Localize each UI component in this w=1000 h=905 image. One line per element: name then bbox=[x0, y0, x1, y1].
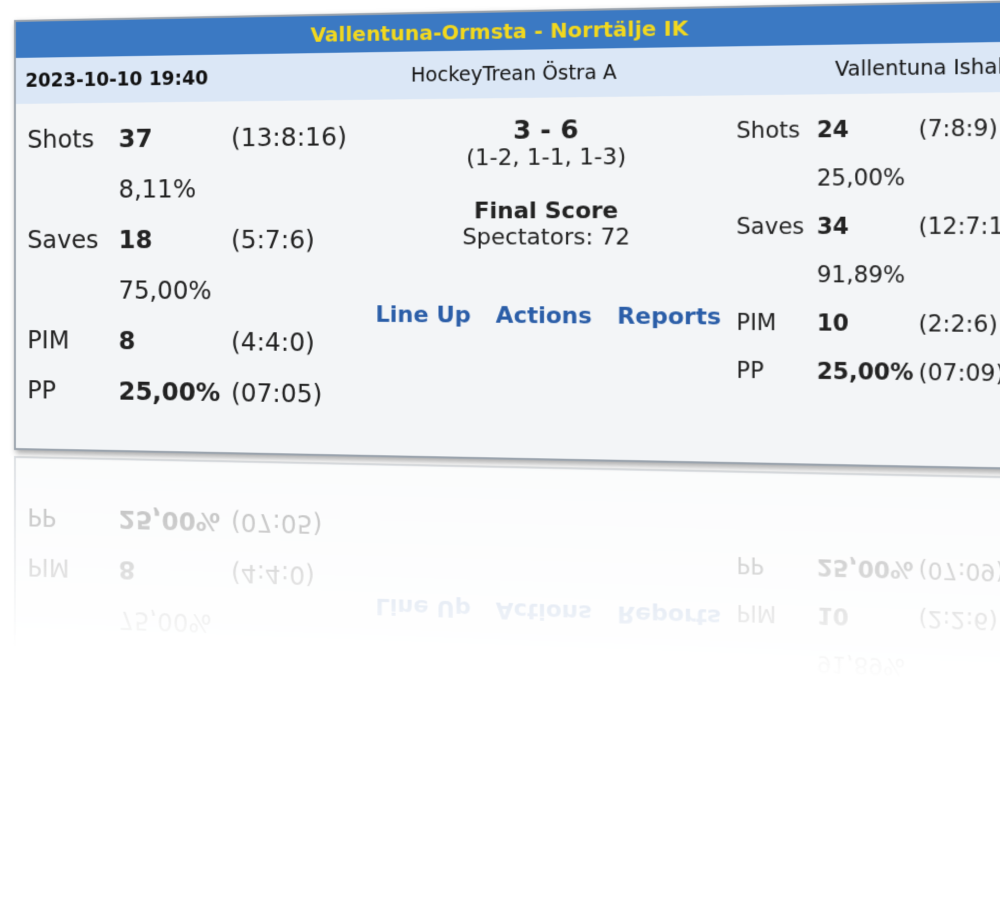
link[interactable]: Actions bbox=[495, 302, 592, 330]
stat-value: 18 bbox=[118, 224, 153, 254]
stat-label: PIM bbox=[27, 324, 70, 355]
stage: Vallentuna-Ormsta - Norrtälje IK 2023-10… bbox=[14, 0, 1000, 470]
stat-periods: (12:7:15) bbox=[918, 212, 1000, 239]
stat-label: Saves bbox=[736, 213, 805, 239]
game-card: Vallentuna-Ormsta - Norrtälje IK 2023-10… bbox=[14, 0, 1000, 470]
stat-percent: 25,00% bbox=[816, 164, 906, 191]
card-body: Shots 37 (13:8:16) 8,11% Saves 18 (5:7:6) 75,00… bbox=[16, 92, 1000, 442]
away-stats: Shots 24 (7:8:9) 25,00% Saves 34 (12:7:15) 91,8… bbox=[736, 103, 1000, 430]
links: Line Up Actions Reports bbox=[361, 302, 736, 331]
venue: Vallentuna Ishall bbox=[835, 54, 1000, 82]
stat-percent: 8,11% bbox=[118, 173, 197, 204]
stat-value: 34 bbox=[816, 212, 849, 239]
spectators: Spectators: 72 bbox=[462, 224, 631, 251]
home-stats: Shots 37 (13:8:16) 8,11% Saves 18 (5:7:6) 75,00… bbox=[27, 110, 361, 420]
link[interactable]: Reports bbox=[617, 303, 722, 331]
stat-periods: (07:09) bbox=[918, 358, 1000, 387]
stat-percent: 91,89% bbox=[816, 261, 906, 288]
league: HockeyTrean Östra A bbox=[410, 60, 617, 87]
stat-label: Saves bbox=[27, 224, 99, 254]
spacer bbox=[231, 290, 351, 291]
score-panel: 3 - 6 (1-2, 1-1, 1-3) Final Score Specta… bbox=[361, 106, 736, 426]
stat-value: 10 bbox=[816, 309, 849, 336]
period-scores: (1-2, 1-1, 1-3) bbox=[466, 144, 627, 172]
stat-periods: (4:4:0) bbox=[231, 326, 315, 357]
score: 3 - 6 bbox=[513, 114, 579, 146]
stat-label: Shots bbox=[27, 123, 95, 154]
stat-label: Shots bbox=[736, 116, 801, 143]
spacer bbox=[231, 188, 351, 189]
stat-percent: 75,00% bbox=[118, 274, 212, 305]
link[interactable]: Line Up bbox=[375, 302, 472, 329]
stat-value: 25,00% bbox=[816, 357, 914, 385]
stat-periods: (5:7:6) bbox=[231, 224, 315, 255]
stat-label: PIM bbox=[736, 309, 777, 336]
stat-periods: (2:2:6) bbox=[918, 310, 998, 337]
stat-value: 8 bbox=[118, 325, 136, 355]
stat-label: PP bbox=[27, 374, 57, 405]
stat-periods: (13:8:16) bbox=[231, 121, 347, 152]
datetime: 2023-10-10 19:40 bbox=[25, 67, 209, 92]
stat-periods: (07:05) bbox=[231, 377, 323, 409]
stat-value: 37 bbox=[118, 123, 153, 153]
stat-value: 25,00% bbox=[118, 375, 221, 407]
stat-value: 24 bbox=[816, 116, 849, 143]
status: Final Score bbox=[473, 198, 619, 225]
stat-periods: (7:8:9) bbox=[918, 114, 998, 142]
stat-label: PP bbox=[736, 357, 764, 384]
